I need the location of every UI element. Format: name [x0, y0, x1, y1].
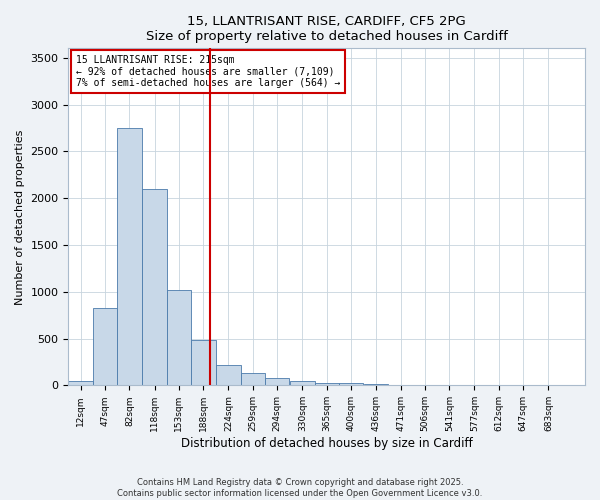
Text: Contains HM Land Registry data © Crown copyright and database right 2025.
Contai: Contains HM Land Registry data © Crown c…: [118, 478, 482, 498]
Bar: [191, 340, 215, 386]
Title: 15, LLANTRISANT RISE, CARDIFF, CF5 2PG
Size of property relative to detached hou: 15, LLANTRISANT RISE, CARDIFF, CF5 2PG S…: [146, 15, 508, 43]
X-axis label: Distribution of detached houses by size in Cardiff: Distribution of detached houses by size …: [181, 437, 473, 450]
Bar: [339, 384, 364, 386]
Bar: [68, 380, 93, 386]
Bar: [117, 128, 142, 386]
Bar: [265, 378, 289, 386]
Bar: [167, 290, 191, 386]
Bar: [216, 365, 241, 386]
Bar: [142, 189, 167, 386]
Bar: [93, 308, 117, 386]
Bar: [314, 382, 339, 386]
Bar: [290, 380, 314, 386]
Y-axis label: Number of detached properties: Number of detached properties: [15, 129, 25, 304]
Text: 15 LLANTRISANT RISE: 215sqm
← 92% of detached houses are smaller (7,109)
7% of s: 15 LLANTRISANT RISE: 215sqm ← 92% of det…: [76, 55, 341, 88]
Bar: [364, 384, 388, 386]
Bar: [241, 373, 265, 386]
